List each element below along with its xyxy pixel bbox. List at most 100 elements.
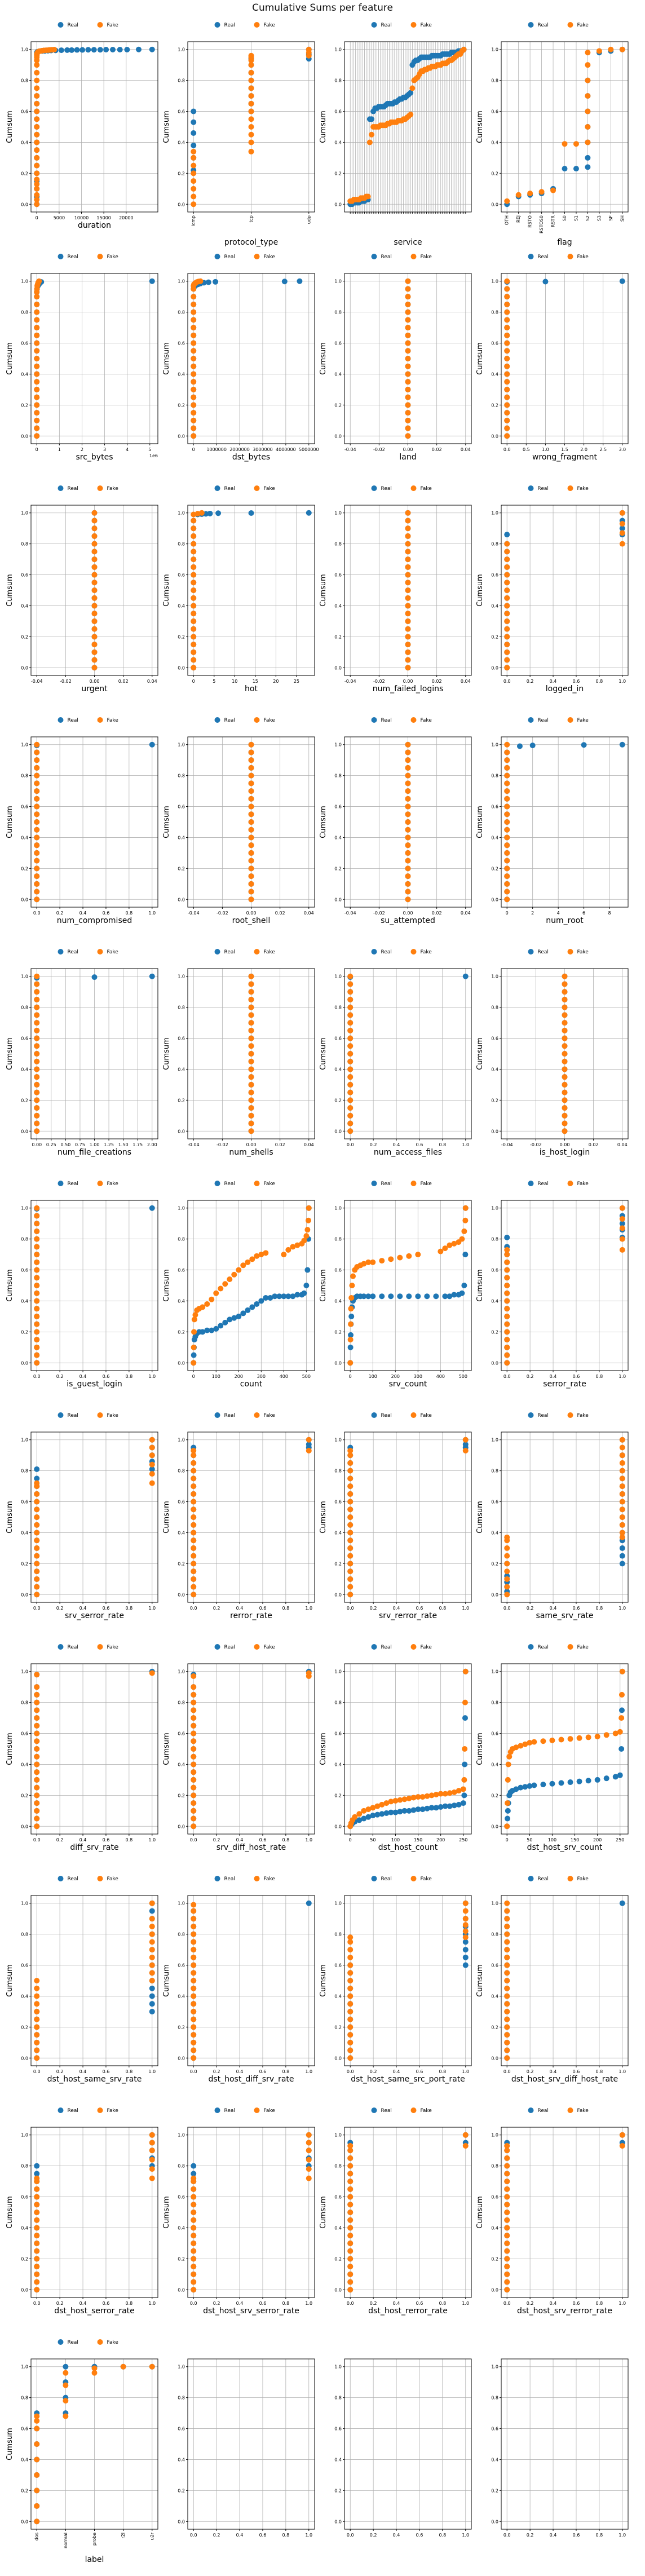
x-tick-label: 0.6 (103, 1837, 110, 1842)
data-point (433, 1791, 439, 1797)
y-tick-label: 0.0 (178, 2519, 185, 2524)
data-point (504, 278, 510, 284)
data-point (34, 2503, 40, 2509)
data-point (347, 2142, 354, 2149)
data-point (347, 1499, 354, 1505)
x-tick-label: 1 (58, 447, 61, 452)
y-tick-label: 0.4 (491, 140, 498, 145)
data-point (619, 1522, 625, 1528)
x-tick-label: 0.6 (573, 2069, 580, 2074)
data-point (34, 1514, 40, 1520)
data-point (405, 765, 411, 771)
y-axis-label: Cumsum (319, 1037, 328, 1070)
x-tick-label: -0.04 (188, 911, 200, 916)
x-tick-label: 0.8 (125, 911, 132, 916)
data-point (379, 1258, 385, 1264)
y-tick-label: 0.6 (334, 1500, 342, 1505)
data-point (248, 834, 254, 841)
subplot: 0.00.20.40.60.81.00.0 0.2 0.4 0.6 0.8 1.0 (178, 2358, 315, 2538)
y-tick-label: 0.2 (178, 171, 185, 176)
data-point (504, 1306, 510, 1312)
data-point (504, 881, 510, 887)
data-point (619, 1534, 625, 1540)
data-point (191, 2271, 197, 2277)
legend-marker (371, 1876, 377, 1881)
x-tick-label: 0.4 (236, 1837, 244, 1842)
legend-marker (214, 1181, 220, 1186)
y-tick-label: 0.8 (334, 1932, 342, 1937)
data-point (34, 181, 40, 187)
data-point (504, 2148, 510, 2154)
data-point (248, 842, 254, 849)
data-point (619, 1514, 625, 1520)
data-point (619, 2142, 625, 2149)
y-axis-label: Cumsum (162, 1733, 171, 1765)
data-point (248, 996, 254, 1002)
data-point (504, 587, 510, 593)
x-tick-label: 0.6 (573, 2533, 580, 2538)
x-axis-label: is_guest_login (67, 1380, 122, 1389)
legend-marker (97, 1644, 103, 1650)
y-tick-label: 1.0 (178, 47, 185, 52)
data-point (347, 1012, 354, 1018)
axes-frame (501, 1200, 629, 1371)
y-tick-label: 0.8 (491, 310, 498, 315)
legend-marker (528, 1181, 534, 1186)
x-tick-label: -0.02 (60, 679, 72, 684)
data-point (191, 2055, 197, 2061)
x-tick-label: icmp (191, 215, 196, 227)
data-point (34, 2055, 40, 2061)
data-point (405, 549, 411, 555)
data-point (405, 587, 411, 593)
subplot: 0.00.20.40.60.81.00.0 0.2 0.4 0.6 0.8 1.0is_g… (6, 1181, 158, 1389)
data-point (34, 425, 40, 431)
data-point (504, 286, 510, 292)
data-point (504, 1259, 510, 1265)
data-point (117, 47, 123, 53)
data-point (405, 556, 411, 563)
data-point (149, 2132, 155, 2138)
y-tick-label: 0.8 (21, 310, 28, 315)
data-point (419, 1806, 426, 1813)
data-point (405, 278, 411, 284)
legend-label: Real (538, 1876, 549, 1882)
data-point (69, 47, 75, 53)
data-point (356, 1817, 363, 1823)
x-tick-label: 3.0 (619, 447, 626, 452)
x-tick-label: 1.0 (305, 2069, 312, 2074)
data-point (149, 2001, 155, 2007)
x-tick-label: 1.0 (148, 2069, 156, 2074)
data-point (34, 1480, 40, 1486)
data-point (504, 2001, 510, 2007)
data-point (34, 325, 40, 331)
x-tick-label: 1.0 (619, 1374, 626, 1379)
data-point (34, 749, 40, 755)
data-point (91, 603, 98, 609)
subplot: 0.00.20.40.60.81.0-0.04 -0.02 0.00 0.02 0.04… (319, 254, 472, 462)
legend-marker (97, 949, 103, 955)
data-point (585, 1734, 591, 1740)
data-point (504, 549, 510, 555)
data-point (504, 1360, 510, 1366)
data-point (306, 2148, 312, 2154)
data-point (263, 1294, 269, 1301)
x-tick-label: RSTO (528, 215, 533, 228)
legend-marker (254, 949, 260, 955)
data-point (34, 896, 40, 903)
y-tick-label: 0.4 (334, 1298, 342, 1304)
data-point (619, 1468, 625, 1474)
y-axis-label: Cumsum (6, 2428, 14, 2460)
data-point (248, 1027, 254, 1033)
x-tick-label: 0.8 (125, 1606, 132, 1611)
data-point (306, 2157, 312, 2163)
data-point (406, 1253, 412, 1259)
x-tick-label: 0.4 (393, 1606, 400, 1611)
data-point (619, 1437, 625, 1443)
data-point (51, 47, 58, 53)
y-tick-label: 0.2 (491, 2488, 498, 2493)
data-point (365, 1293, 372, 1300)
data-point (149, 1466, 155, 1472)
data-point (34, 1020, 40, 1026)
data-point (34, 417, 40, 423)
y-axis-label: Cumsum (162, 342, 171, 375)
